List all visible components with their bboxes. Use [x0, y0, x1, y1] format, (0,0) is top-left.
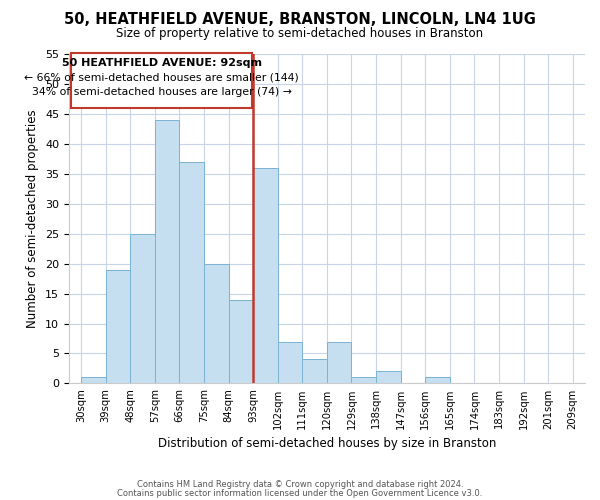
Bar	[229, 300, 253, 384]
Text: ← 66% of semi-detached houses are smaller (144): ← 66% of semi-detached houses are smalle…	[24, 72, 299, 83]
X-axis label: Distribution of semi-detached houses by size in Branston: Distribution of semi-detached houses by …	[158, 437, 496, 450]
Bar	[179, 162, 204, 384]
Bar	[302, 360, 327, 384]
Text: 34% of semi-detached houses are larger (74) →: 34% of semi-detached houses are larger (…	[32, 86, 292, 97]
Bar	[327, 342, 352, 384]
Bar	[106, 270, 130, 384]
Bar	[352, 378, 376, 384]
Bar	[130, 234, 155, 384]
Text: Contains public sector information licensed under the Open Government Licence v3: Contains public sector information licen…	[118, 488, 482, 498]
Bar	[425, 378, 450, 384]
FancyBboxPatch shape	[71, 53, 252, 108]
Text: 50, HEATHFIELD AVENUE, BRANSTON, LINCOLN, LN4 1UG: 50, HEATHFIELD AVENUE, BRANSTON, LINCOLN…	[64, 12, 536, 28]
Text: Contains HM Land Registry data © Crown copyright and database right 2024.: Contains HM Land Registry data © Crown c…	[137, 480, 463, 489]
Bar	[278, 342, 302, 384]
Bar	[376, 372, 401, 384]
Y-axis label: Number of semi-detached properties: Number of semi-detached properties	[26, 110, 40, 328]
Text: Size of property relative to semi-detached houses in Branston: Size of property relative to semi-detach…	[116, 28, 484, 40]
Bar	[253, 168, 278, 384]
Bar	[155, 120, 179, 384]
Bar	[204, 264, 229, 384]
Text: 50 HEATHFIELD AVENUE: 92sqm: 50 HEATHFIELD AVENUE: 92sqm	[62, 58, 262, 68]
Bar	[81, 378, 106, 384]
